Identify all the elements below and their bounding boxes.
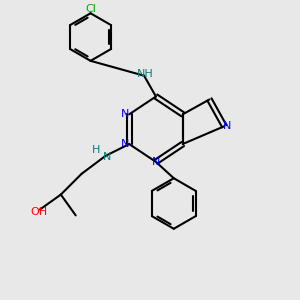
Text: N: N (121, 109, 129, 119)
Text: OH: OH (30, 207, 47, 218)
Text: N: N (152, 157, 160, 167)
Text: N: N (121, 139, 129, 149)
Text: N: N (223, 121, 232, 131)
Text: Cl: Cl (85, 4, 96, 14)
Text: N: N (103, 152, 111, 162)
Text: H: H (92, 145, 101, 155)
Text: NH: NH (137, 69, 154, 79)
